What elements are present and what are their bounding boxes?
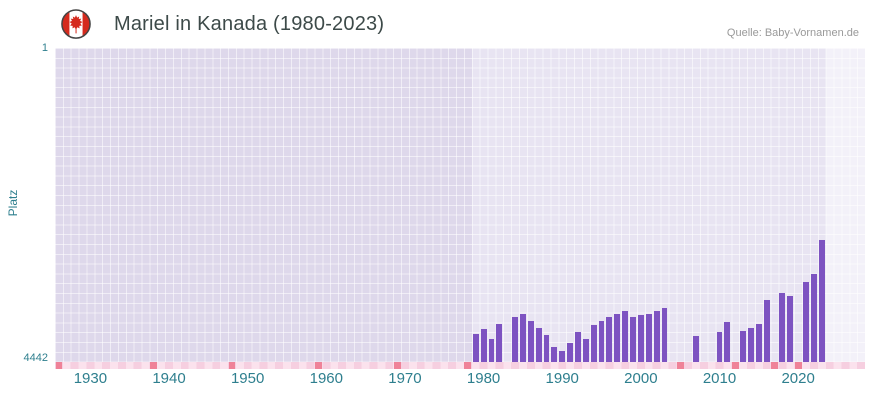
bar-2014 [748,327,754,362]
bar-1981 [488,339,495,362]
source-attribution: Quelle: Baby-Vornamen.de [726,27,859,39]
x-axis-labels: 1930 1940 1950 1960 1970 1980 1990 2000 2010 2020 [0,370,873,392]
unranked-strip [55,362,865,369]
unranked-marker-1938 [149,362,157,369]
bar-1985 [519,313,526,362]
x-tick-1950: 1950 [230,370,265,387]
bar-2023 [818,239,825,362]
unranked-marker-2005 [676,362,684,369]
x-tick-1930: 1930 [73,370,108,387]
bar-2007 [692,336,699,362]
x-tick-2010: 2010 [702,370,737,387]
bar-1982 [496,323,503,362]
x-tick-1980: 1980 [466,370,501,387]
y-axis-title: Platz [6,189,20,217]
unranked-marker-1969 [393,362,401,369]
bar-2003 [661,308,668,362]
x-tick-1970: 1970 [388,370,422,387]
bar-1990 [559,350,566,362]
bar-1979 [472,334,479,362]
bar-1984 [512,316,518,362]
bar-1999 [630,316,636,362]
bar-2002 [653,310,660,362]
x-tick-1960: 1960 [309,370,343,387]
bar-2011 [724,321,731,362]
unranked-marker-1926 [55,362,63,369]
bar-1986 [527,320,534,362]
unranked-marker-2020 [794,362,802,369]
bar-2021 [803,281,809,362]
chart-title: Mariel in Kanada (1980-2023) [114,13,385,35]
bar-1987 [535,327,542,362]
bar-2013 [740,331,747,362]
bar-1994 [590,325,597,362]
grid-overlay [55,48,865,362]
bar-2001 [645,313,652,362]
bar-1988 [543,334,550,362]
y-axis-tick-bottom: 4442 [23,352,48,364]
bar-1992 [575,332,581,362]
bar-1989 [551,347,558,362]
unranked-marker-2012 [731,362,739,369]
canada-flag-icon [61,9,91,39]
bar-2019 [787,296,794,362]
bar-2016 [763,299,770,362]
unranked-marker-2017 [771,362,778,369]
plot-area [55,48,865,362]
bar-1993 [582,339,589,362]
bar-1995 [598,320,605,362]
y-axis-tick-top: 1 [41,42,48,54]
bar-1980 [480,329,487,362]
bar-1996 [606,316,613,362]
x-tick-1940: 1940 [152,370,186,387]
x-tick-1990: 1990 [545,370,579,387]
x-tick-2020: 2020 [781,370,815,387]
x-tick-2000: 2000 [624,370,658,387]
bar-2000 [637,315,644,362]
bar-2018 [779,292,786,362]
bar-1998 [622,310,629,362]
unranked-marker-1978 [464,362,472,369]
bar-2022 [810,274,817,362]
bar-2010 [716,332,723,362]
bar-1991 [567,343,574,362]
unranked-marker-1959 [315,362,322,369]
bars-layer [55,48,865,362]
bar-1997 [614,313,621,362]
unranked-marker-1948 [228,362,236,369]
bar-2015 [755,324,762,362]
